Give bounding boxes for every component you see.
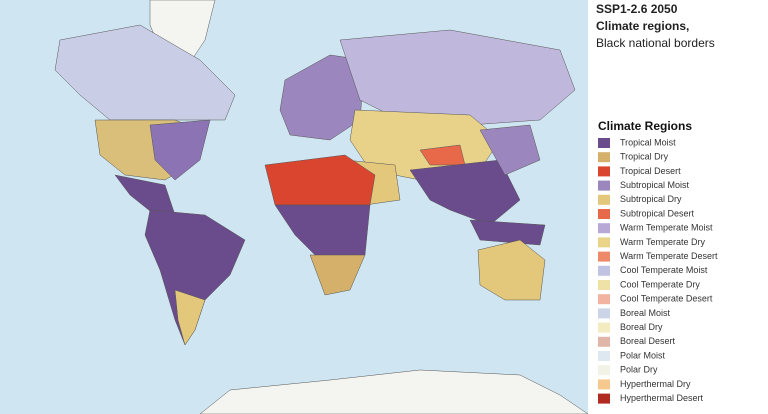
north-america-north — [54, 24, 236, 121]
east-asia — [479, 124, 541, 176]
legend-label: Hyperthermal Desert — [620, 393, 704, 403]
legend-swatch — [598, 322, 610, 333]
legend-swatch — [598, 152, 610, 163]
legend-label: Subtropical Dry — [620, 194, 682, 204]
legend-label: Hyperthermal Dry — [620, 379, 691, 389]
africa-south — [309, 254, 366, 296]
title-line: SSP1-2.6 2050 — [596, 2, 678, 16]
legend-label: Boreal Dry — [620, 322, 663, 332]
north-america-east — [149, 119, 211, 181]
indonesia — [469, 219, 546, 246]
legend-swatch — [598, 336, 610, 347]
legend-label: Warm Temperate Dry — [620, 237, 706, 247]
legend-swatch — [598, 265, 610, 276]
legend-label: Cool Temperate Moist — [620, 265, 708, 275]
legend-swatch — [598, 237, 610, 248]
africa-north — [264, 154, 376, 206]
legend-label: Tropical Desert — [620, 166, 681, 176]
legend-label: Tropical Dry — [620, 152, 669, 162]
legend-swatch — [598, 251, 610, 262]
legend-label: Tropical Moist — [620, 137, 676, 147]
subtitle-line: Black national borders — [596, 36, 715, 50]
legend-label: Warm Temperate Moist — [620, 223, 713, 233]
legend-title: Climate Regions — [598, 119, 692, 133]
legend-swatch — [598, 194, 610, 205]
legend-swatch — [598, 280, 610, 290]
legend-swatch — [598, 209, 610, 219]
legend-label: Polar Moist — [620, 350, 666, 360]
legend-swatch — [598, 294, 610, 305]
legend-panel — [588, 0, 768, 414]
legend-swatch — [598, 393, 610, 404]
legend-label: Polar Dry — [620, 365, 658, 375]
continents — [54, 0, 589, 414]
legend-label: Warm Temperate Desert — [620, 251, 718, 261]
legend-swatch — [598, 138, 610, 148]
legend-label: Subtropical Desert — [620, 208, 695, 218]
legend: Tropical Moist Tropical Dry Tropical Deser… — [598, 137, 718, 404]
legend-label: Cool Temperate Desert — [620, 294, 713, 304]
legend-label: Subtropical Moist — [620, 180, 690, 190]
europe — [279, 54, 366, 141]
legend-swatch — [598, 379, 610, 390]
title-line: Climate regions, — [596, 19, 689, 33]
legend-swatch — [598, 365, 610, 376]
legend-swatch — [598, 223, 610, 234]
legend-swatch — [598, 351, 610, 361]
legend-swatch — [598, 166, 610, 177]
asia-north — [339, 29, 576, 126]
legend-label: Boreal Desert — [620, 336, 676, 346]
legend-label: Cool Temperate Dry — [620, 279, 700, 289]
antarctica — [199, 369, 589, 414]
legend-swatch — [598, 180, 610, 191]
south-america-south — [174, 289, 206, 346]
australia — [477, 239, 546, 301]
legend-swatch — [598, 308, 610, 319]
legend-label: Boreal Moist — [620, 308, 671, 318]
